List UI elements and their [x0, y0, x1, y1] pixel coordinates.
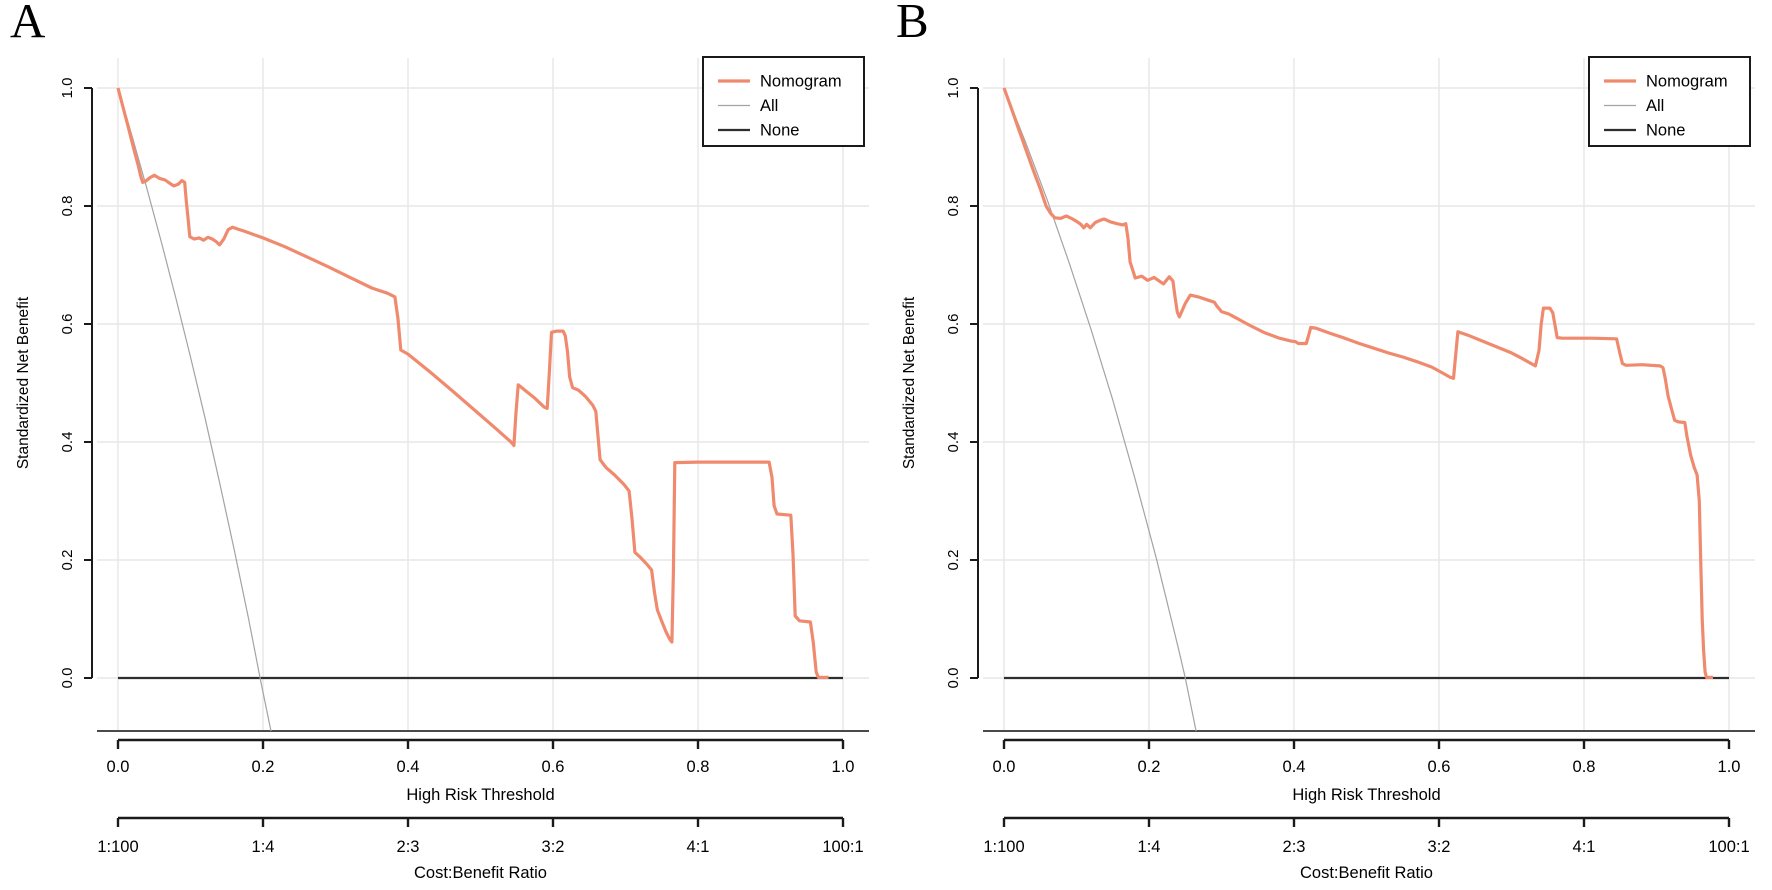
nomogram-line	[1002, 87, 1713, 680]
x-tick-label: 0.0	[107, 758, 130, 776]
legend-label-nomogram: Nomogram	[1646, 73, 1728, 91]
x-tick-label: 0.8	[1573, 758, 1596, 776]
cb-tick-label: 100:1	[822, 838, 863, 856]
cb-axis-title: Cost:Benefit Ratio	[414, 864, 547, 882]
x-tick-label: 0.4	[397, 758, 420, 776]
cb-tick-label: 1:4	[252, 838, 275, 856]
nomogram-line	[116, 87, 829, 680]
y-tick-label: 0.4	[59, 432, 76, 453]
x-tick-label: 0.2	[1138, 758, 1161, 776]
y-axis-title: Standardized Net Benefit	[15, 296, 32, 469]
y-tick-label: 0.8	[59, 196, 76, 217]
y-tick-label: 0.8	[945, 196, 962, 217]
cb-axis-title: Cost:Benefit Ratio	[1300, 864, 1433, 882]
y-tick-label: 0.6	[59, 314, 76, 335]
x-tick-label: 0.0	[993, 758, 1016, 776]
cb-tick-label: 3:2	[1428, 838, 1451, 856]
cb-tick-label: 2:3	[397, 838, 420, 856]
legend-label-none: None	[760, 122, 799, 140]
x-tick-label: 1.0	[832, 758, 855, 776]
y-tick-label: 0.0	[945, 668, 962, 689]
cb-tick-label: 4:1	[687, 838, 710, 856]
all-line	[1003, 87, 1197, 732]
x-tick-label: 0.6	[1428, 758, 1451, 776]
all-line	[117, 87, 272, 732]
y-tick-label: 0.2	[59, 550, 76, 571]
legend-label-nomogram: Nomogram	[760, 73, 842, 91]
panel-a: A 0.0 0.2 0.4 0.6 0.8 1.0 Standardized Net Ben…	[10, 0, 869, 882]
panel-a-chart: 0.0 0.2 0.4 0.6 0.8 1.0 Standardized Net Benef…	[15, 56, 869, 882]
panel-a-label: A	[10, 0, 46, 48]
panel-b-chart: 0.0 0.2 0.4 0.6 0.8 1.0 Standardized Net Benef…	[901, 56, 1755, 882]
panel-b: B 0.0 0.2 0.4 0.6 0.8 1.0 Standardized Net Ben…	[886, 0, 1772, 890]
y-tick-label: 0.4	[945, 432, 962, 453]
legend-label-none: None	[1646, 122, 1685, 140]
cb-tick-label: 2:3	[1283, 838, 1306, 856]
x-tick-label: 1.0	[1718, 758, 1741, 776]
x-axis-title: High Risk Threshold	[406, 786, 554, 804]
y-tick-label: 0.6	[945, 314, 962, 335]
panel-b-label: B	[896, 0, 929, 48]
cb-tick-label: 1:100	[983, 838, 1024, 856]
legend-box	[702, 56, 865, 147]
cb-tick-label: 3:2	[542, 838, 565, 856]
y-tick-label: 1.0	[945, 78, 962, 99]
x-tick-label: 0.4	[1283, 758, 1306, 776]
cb-tick-label: 1:4	[1138, 838, 1161, 856]
y-tick-label: 0.0	[59, 668, 76, 689]
legend-label-all: All	[1646, 97, 1664, 115]
cb-tick-label: 4:1	[1573, 838, 1596, 856]
legend-label-all: All	[760, 97, 778, 115]
y-tick-label: 1.0	[59, 78, 76, 99]
y-tick-label: 0.2	[945, 550, 962, 571]
x-tick-label: 0.6	[542, 758, 565, 776]
cb-tick-label: 100:1	[1708, 838, 1749, 856]
legend-box	[1588, 56, 1751, 147]
x-tick-label: 0.2	[252, 758, 275, 776]
x-axis-title: High Risk Threshold	[1292, 786, 1440, 804]
cb-tick-label: 1:100	[97, 838, 138, 856]
y-axis-title: Standardized Net Benefit	[901, 296, 918, 469]
x-tick-label: 0.8	[687, 758, 710, 776]
